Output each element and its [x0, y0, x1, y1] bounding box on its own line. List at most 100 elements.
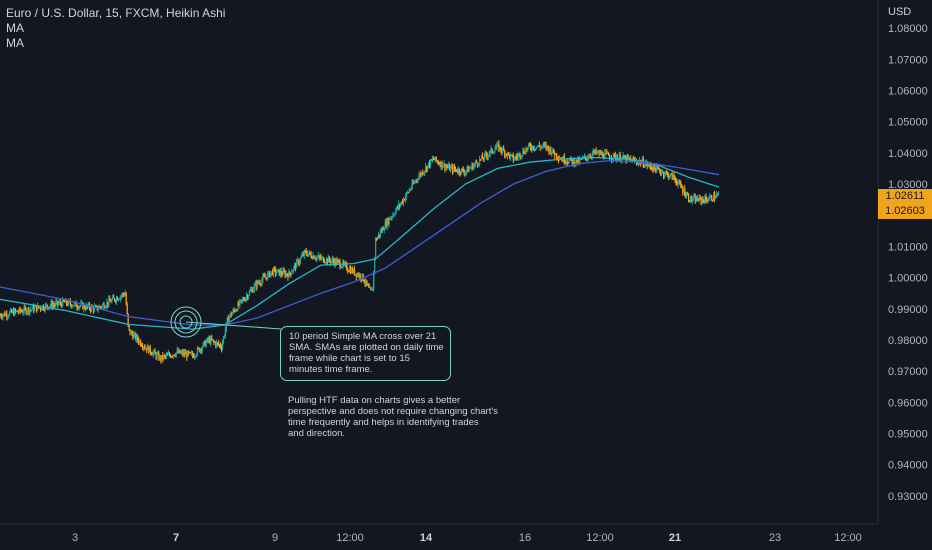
candle-body — [609, 155, 611, 159]
candle-body — [322, 257, 324, 259]
candle-body — [464, 172, 466, 174]
candle-body — [522, 150, 524, 156]
candle-body — [304, 250, 306, 252]
candle-body — [694, 196, 696, 203]
candle-body — [331, 259, 333, 261]
candle-body — [409, 189, 411, 191]
candle-body — [573, 159, 575, 165]
candle-body — [285, 273, 287, 277]
candle-body — [39, 307, 42, 310]
candle-body — [119, 296, 122, 299]
candle-body — [281, 274, 283, 276]
candle-body — [579, 159, 581, 163]
candle-body — [307, 254, 309, 257]
candle-body — [504, 150, 506, 156]
candle-body — [373, 271, 375, 290]
candle-body — [208, 338, 210, 341]
candle-body — [45, 304, 47, 306]
candle-body — [349, 268, 351, 272]
candle-body — [525, 148, 527, 154]
candle-body — [283, 270, 285, 272]
candle-body — [220, 347, 223, 349]
candle-body — [273, 268, 276, 270]
candle-body — [189, 352, 191, 354]
candle-body — [178, 350, 180, 353]
candle-body — [268, 271, 270, 274]
candle-body — [688, 194, 690, 201]
candle-body — [134, 333, 136, 335]
candle-body — [376, 238, 378, 240]
candle-body — [127, 313, 129, 326]
time-axis[interactable]: 3 7 9 12:00 14 16 12:00 21 23 12:00 — [72, 532, 862, 544]
y-tick-label: 0.96000 — [888, 397, 928, 409]
x-tick-label: 3 — [72, 532, 78, 544]
candle-body — [274, 268, 277, 274]
candle-body — [369, 287, 371, 289]
candle-body — [649, 163, 651, 166]
candle-body — [438, 163, 440, 165]
candle-body — [544, 144, 546, 146]
candle-body — [584, 156, 586, 158]
candle-body — [86, 304, 88, 310]
candle-body — [442, 166, 444, 168]
y-tick-label: 1.01000 — [888, 241, 928, 253]
candle-body — [147, 345, 150, 353]
candle-body — [179, 350, 181, 354]
candle-body — [452, 166, 454, 172]
candle-body — [92, 307, 95, 311]
legend-symbol[interactable]: Euro / U.S. Dollar, 15, FXCM, Heikin Ash… — [6, 6, 226, 20]
candle-body — [238, 302, 240, 306]
candle-body — [681, 186, 683, 189]
candle-body — [394, 214, 396, 216]
candle-body — [194, 356, 196, 358]
candle-body — [589, 156, 592, 158]
ma-line-2[interactable] — [0, 159, 720, 326]
candle-body — [529, 143, 531, 146]
candle-body — [646, 162, 648, 166]
candle-body — [191, 353, 193, 355]
legend-ma-2[interactable]: MA — [6, 36, 24, 50]
candle-body — [81, 302, 83, 304]
y-tick-label: 0.99000 — [888, 304, 928, 316]
candle-body — [182, 351, 184, 355]
candle-body — [193, 355, 195, 358]
legend-ma-1[interactable]: MA — [6, 21, 24, 35]
candle-body — [591, 153, 593, 157]
candle-body — [272, 271, 274, 275]
candle-body — [705, 196, 707, 200]
candle-body — [7, 316, 9, 318]
last-price-tag: 1.02611 — [878, 189, 932, 204]
candle-body — [170, 356, 173, 358]
candle-body — [465, 171, 467, 173]
candle-body — [599, 152, 601, 155]
note-text: Pulling HTF data on charts gives a bette… — [288, 395, 498, 439]
candle-body — [475, 161, 477, 164]
candle-body — [317, 257, 319, 259]
candle-body — [612, 153, 615, 159]
candle-body — [507, 152, 510, 155]
candle-body — [426, 166, 428, 171]
candle-body — [54, 304, 56, 306]
candle-body — [207, 338, 209, 341]
candle-body — [188, 351, 190, 353]
ma-line-1[interactable] — [0, 156, 720, 330]
candle-body — [25, 308, 27, 314]
candle-body — [232, 310, 234, 314]
candle-body — [604, 152, 606, 159]
candle-body — [254, 283, 256, 286]
candle-body — [389, 218, 391, 220]
price-axis[interactable]: 0.93000 0.94000 0.95000 0.96000 0.97000 0.980… — [888, 23, 928, 503]
candle-body — [651, 168, 653, 170]
candle-body — [298, 261, 301, 264]
candle-body — [288, 271, 290, 278]
callout-box[interactable] — [280, 326, 451, 381]
candle-body — [679, 181, 681, 184]
currency-label[interactable]: USD — [888, 6, 912, 18]
candle-body — [146, 345, 149, 351]
candle-body — [340, 267, 342, 269]
candle-body — [53, 304, 55, 306]
candle-body — [674, 177, 676, 180]
candle-body — [554, 153, 556, 156]
candle-body — [568, 159, 570, 163]
